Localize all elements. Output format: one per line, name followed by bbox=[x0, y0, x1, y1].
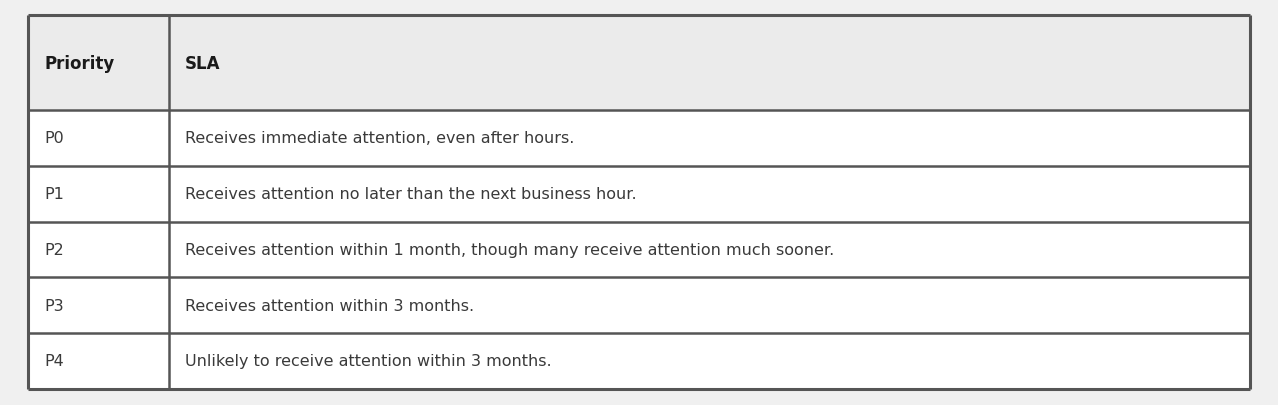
Text: Receives immediate attention, even after hours.: Receives immediate attention, even after… bbox=[185, 131, 575, 146]
Bar bbox=[28, 16, 1250, 111]
Text: P3: P3 bbox=[45, 298, 64, 313]
Text: Unlikely to receive attention within 3 months.: Unlikely to receive attention within 3 m… bbox=[185, 354, 552, 369]
Text: P0: P0 bbox=[45, 131, 64, 146]
Text: P4: P4 bbox=[45, 354, 64, 369]
Text: Receives attention no later than the next business hour.: Receives attention no later than the nex… bbox=[185, 187, 636, 202]
Text: P1: P1 bbox=[45, 187, 65, 202]
Text: Receives attention within 3 months.: Receives attention within 3 months. bbox=[185, 298, 474, 313]
Text: P2: P2 bbox=[45, 242, 64, 257]
Text: Receives attention within 1 month, though many receive attention much sooner.: Receives attention within 1 month, thoug… bbox=[185, 242, 835, 257]
Text: Priority: Priority bbox=[45, 55, 115, 72]
Text: SLA: SLA bbox=[185, 55, 221, 72]
